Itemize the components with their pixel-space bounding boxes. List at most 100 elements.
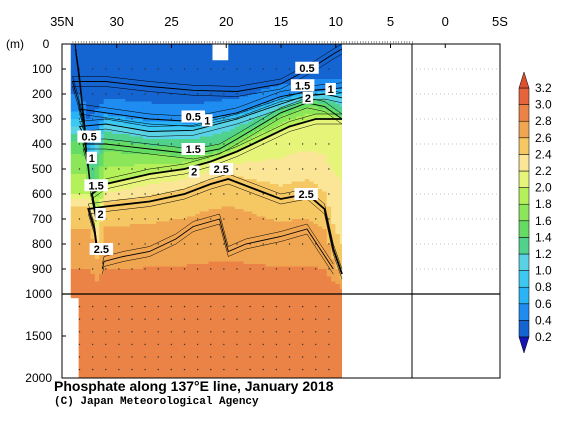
field-cell: [134, 76, 140, 80]
field-cell: [212, 81, 218, 85]
field-cell: [182, 84, 188, 88]
field-cell: [77, 69, 83, 73]
field-cell: [112, 131, 118, 135]
field-cell: [212, 306, 218, 312]
field-cell: [134, 86, 140, 90]
field-cell: [160, 156, 166, 160]
field-cell: [138, 373, 144, 378]
field-cell: [147, 231, 153, 235]
field-cell: [129, 196, 135, 200]
field-cell: [86, 79, 92, 83]
field-cell: [191, 284, 197, 288]
field-cell: [177, 336, 183, 341]
field-cell: [217, 298, 223, 303]
field-cell: [107, 279, 113, 283]
field-cell: [195, 106, 201, 110]
field-cell: [177, 91, 183, 95]
field-cell: [204, 254, 210, 258]
field-cell: [112, 56, 118, 60]
field-cell: [208, 352, 214, 358]
field-cell: [212, 144, 218, 148]
field-cell: [147, 121, 153, 125]
field-cell: [103, 291, 109, 295]
field-cell: [199, 209, 205, 213]
field-cell: [191, 196, 197, 200]
field-cell: [182, 104, 188, 108]
field-cell: [129, 276, 135, 280]
field-cell: [112, 61, 118, 65]
field-cell: [195, 71, 201, 75]
field-cell: [199, 310, 205, 316]
field-cell: [156, 116, 162, 120]
field-cell: [212, 221, 218, 225]
field-cell: [191, 231, 197, 235]
field-cell: [112, 271, 118, 275]
field-cell: [138, 291, 144, 295]
field-cell: [134, 219, 140, 223]
field-cell: [160, 141, 166, 145]
field-cell: [164, 126, 170, 130]
field-cell: [243, 246, 249, 250]
field-cell: [142, 201, 148, 205]
field-cell: [221, 361, 227, 366]
field-cell: [199, 216, 205, 220]
field-cell: [142, 119, 148, 123]
field-cell: [81, 254, 87, 258]
field-cell: [125, 189, 131, 193]
field-cell: [94, 59, 100, 63]
field-cell: [173, 149, 179, 153]
field-cell: [121, 357, 127, 362]
field-cell: [186, 216, 192, 220]
field-cell: [160, 281, 166, 285]
field-cell: [121, 96, 127, 100]
field-cell: [191, 251, 197, 255]
field-cell: [243, 174, 249, 178]
field-cell: [107, 310, 113, 316]
field-cell: [239, 276, 245, 280]
field-cell: [160, 284, 166, 288]
field-cell: [221, 344, 227, 350]
field-cell: [217, 323, 223, 329]
field-cell: [112, 101, 118, 105]
field-cell: [142, 141, 148, 145]
field-cell: [226, 196, 232, 200]
field-cell: [142, 89, 148, 93]
field-cell: [107, 216, 113, 220]
field-cell: [129, 266, 135, 270]
field-cell: [156, 76, 162, 80]
field-cell: [68, 129, 74, 133]
field-cell: [239, 146, 245, 150]
field-cell: [129, 81, 135, 85]
field-cell: [121, 261, 127, 265]
field-cell: [121, 194, 127, 198]
field-cell: [191, 259, 197, 263]
field-cell: [195, 298, 201, 303]
field-cell: [247, 126, 253, 130]
field-cell: [177, 69, 183, 73]
field-cell: [239, 254, 245, 258]
field-cell: [125, 154, 131, 158]
field-cell: [164, 336, 170, 341]
field-cell: [125, 159, 131, 163]
field-cell: [177, 166, 183, 170]
field-cell: [169, 61, 175, 65]
field-cell: [129, 209, 135, 213]
field-cell: [151, 84, 157, 88]
field-cell: [99, 76, 105, 80]
field-cell: [107, 146, 113, 150]
field-cell: [125, 286, 131, 290]
field-cell: [239, 204, 245, 208]
field-cell: [151, 174, 157, 178]
field-cell: [134, 279, 140, 283]
field-cell: [112, 336, 118, 341]
field-cell: [230, 234, 236, 238]
field-cell: [221, 201, 227, 205]
field-cell: [191, 61, 197, 65]
field-cell: [226, 126, 232, 130]
field-cell: [164, 211, 170, 215]
field-cell: [147, 96, 153, 100]
field-cell: [204, 352, 210, 358]
field-cell: [160, 124, 166, 128]
field-cell: [177, 279, 183, 283]
